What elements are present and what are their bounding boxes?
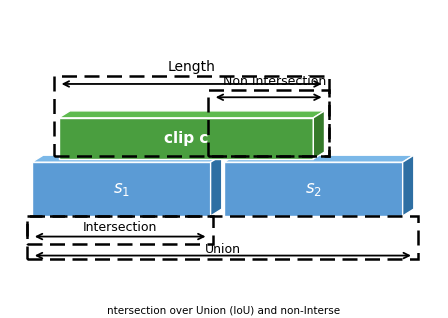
Text: Intersection: Intersection <box>83 221 157 234</box>
Polygon shape <box>403 155 414 216</box>
Text: Non Intersection: Non Intersection <box>224 75 327 88</box>
Text: clip c: clip c <box>164 131 208 146</box>
Text: $s_2$: $s_2$ <box>305 180 322 198</box>
Polygon shape <box>224 155 414 162</box>
Bar <box>27 216 418 259</box>
Bar <box>224 162 403 216</box>
Bar <box>27 216 213 245</box>
Polygon shape <box>211 155 222 216</box>
Bar <box>54 76 329 156</box>
Bar <box>32 162 211 216</box>
Polygon shape <box>32 155 222 162</box>
Bar <box>59 118 313 159</box>
Text: Union: Union <box>205 243 241 256</box>
Bar <box>208 90 329 156</box>
Text: ntersection over Union (IoU) and non-Interse: ntersection over Union (IoU) and non-Int… <box>108 306 340 316</box>
Polygon shape <box>59 111 324 118</box>
Text: Length: Length <box>168 59 215 73</box>
Text: $s_1$: $s_1$ <box>113 180 130 198</box>
Polygon shape <box>313 111 324 159</box>
